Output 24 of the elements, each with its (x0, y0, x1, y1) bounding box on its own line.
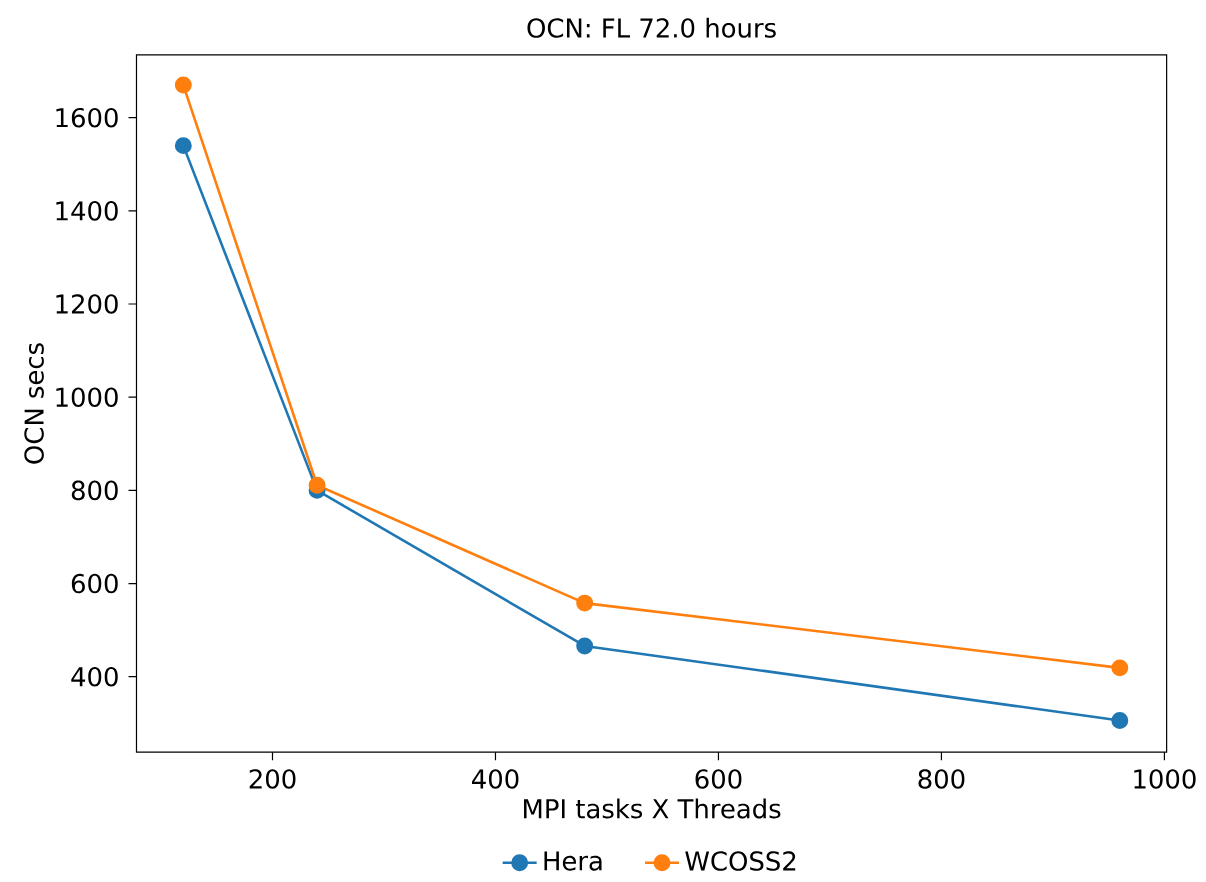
x-axis-title: MPI tasks X Threads (524, 798, 781, 819)
y-tick-label: 1200 (56, 294, 118, 314)
y-tick-label: 1600 (56, 107, 118, 128)
legend-label: Hera (544, 851, 602, 871)
y-tick-label: 400 (71, 666, 118, 687)
x-tick-label: 800 (918, 769, 965, 789)
point (308, 476, 326, 494)
point (1111, 659, 1129, 677)
point (174, 76, 192, 94)
point (576, 594, 594, 612)
y-axis-title: OCN secs (24, 343, 44, 464)
point (1111, 711, 1129, 729)
x-tick-label: 200 (249, 769, 296, 789)
x-tick-label: 400 (472, 769, 519, 789)
x-tick-label: 600 (695, 769, 742, 789)
y-tick-label: 800 (71, 480, 118, 501)
y-tick-label: 600 (71, 573, 118, 594)
y-tick-label: 1400 (56, 200, 118, 221)
point (576, 637, 594, 655)
chart-title: OCN: FL 72.0 hours (527, 17, 776, 38)
point (174, 137, 192, 154)
y-tick-label: 1000 (56, 387, 118, 407)
legend-label: WCOSS2 (685, 851, 796, 871)
x-tick-label: 1000 (1134, 769, 1196, 789)
